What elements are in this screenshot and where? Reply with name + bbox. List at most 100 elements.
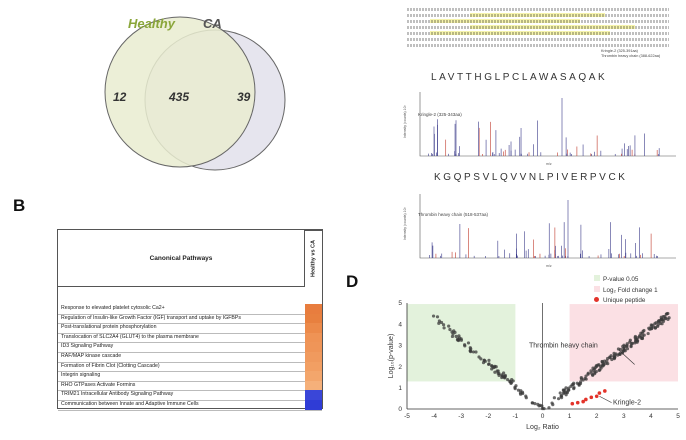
x-tick-label: 4 [649,413,653,420]
pathway-zscore-cell [305,371,322,381]
volcano-plot: -5 -4 -3 -2 -1 0 1 2 3 4 5 0 1 2 3 4 5 Log₂ Ratio Log₁₀(p-… [388,300,680,431]
volcano-point [649,327,653,331]
annotation-kringle-arrow [599,396,612,403]
annotation-thrombin-arrow [618,349,635,365]
pathway-zscore-cell [305,361,322,372]
y-axis-label: Log₁₀(p-value) [388,334,395,379]
spectrum2-peptide: KGQPSVLQVVNLPIVERPVCK [434,172,628,183]
volcano-point [516,388,521,392]
x-tick-label: -2 [485,413,491,420]
volcano-point [502,371,506,375]
pathway-zscore-cell [305,390,322,400]
pathway-row: Formation of Fibrin Clot (Clotting Casca… [58,361,322,373]
sequence-highlight [470,25,635,29]
pathway-table-header: Canonical Pathways [58,230,305,287]
volcano-point [630,341,635,345]
pathway-name: Post-translational protein phosphorylati… [61,324,157,331]
sequence-row [407,38,669,41]
venn-diagram: Healthy CA 12 435 39 [104,16,286,171]
volcano-point [474,350,478,354]
volcano-point [511,379,515,383]
venn-count-only-healthy: 12 [113,90,127,104]
volcano-point [666,317,670,322]
pathway-name: ID3 Signaling Pathway [61,343,114,350]
volcano-point [457,338,461,342]
volcano-point [513,385,517,389]
volcano-point [468,349,472,353]
pathway-name: Regulation of Insulin-like Growth Factor… [61,314,241,321]
volcano-point [538,403,542,407]
volcano-point [653,322,657,326]
spectrum-axis [419,194,676,259]
volcano-point [642,333,646,337]
x-tick-label: -3 [458,413,464,420]
pathway-zscore-cell [305,380,322,391]
spectrum1-peptide: LAVTTHGLPCLAWASAQAK [431,72,608,83]
spectrum-xlabel: m/z [546,162,552,166]
pathway-name: RHO GTPases Activate Formins [61,381,136,388]
volcano-point [563,388,567,392]
volcano-point [647,326,651,330]
volcano-point [625,347,630,351]
sequence-row [407,44,669,47]
pathway-row: Regulation of Insulin-like Growth Factor… [58,313,322,325]
volcano-point [652,325,656,329]
unique-peptide-point [597,391,602,395]
volcano-point [642,328,646,333]
volcano-point [637,335,641,339]
pathway-row: ID3 Signaling Pathway [58,342,322,353]
pathway-row: RAF/MAP kinase cascade [58,352,322,363]
volcano-point [533,402,537,406]
volcano-point [452,329,456,333]
volcano-point [496,371,500,375]
venn-circle-healthy [104,16,256,168]
volcano-point [584,377,588,381]
spectrum1-plot: Intensity (counts) 10³ m/z [403,92,676,166]
unique-peptide-point [594,394,599,399]
volcano-point [578,381,583,386]
unique-peptide-point [584,397,588,402]
pathway-row: RHO GTPases Activate Formins [58,380,322,392]
volcano-point [462,343,467,347]
volcano-point [625,342,629,346]
volcano-point [628,340,632,344]
pathway-row: Communication between Innate and Adaptiv… [58,400,322,411]
pathway-row: Response to elevated platelet cytosolic … [58,304,322,315]
pathway-row: TRIM21 Intracellular Antibody Signaling … [58,390,322,401]
volcano-point [482,358,486,362]
volcano-point [625,344,629,348]
x-tick-label: 5 [676,413,680,420]
spectrum-ylabel: Intensity (counts) 10³ [403,104,407,138]
volcano-point [471,350,476,354]
pathway-name: Communication between Innate and Adaptiv… [61,401,199,407]
pathway-zscore-cell [305,323,322,333]
volcano-point [629,344,633,349]
spectrum-xlabel: m/z [546,264,552,268]
volcano-point [503,374,507,379]
volcano-point [487,358,491,362]
volcano-point [646,331,650,336]
pathway-name: Integrin signaling [61,372,101,379]
pathway-zscore-cell [305,342,322,352]
x-tick-label: 1 [568,413,572,420]
pathway-zscore-cell [305,352,322,362]
volcano-point [542,406,546,411]
volcano-point [609,354,613,358]
volcano-point [664,312,668,316]
volcano-point [661,319,666,324]
sequence-legend-thrombin: Thrombin heavy chain (388-622aa) [601,54,661,58]
pathway-zscore-cell [305,304,322,314]
unique-peptide-point [589,395,594,400]
volcano-point [552,396,556,400]
pathway-row: Integrin signaling [58,371,322,382]
sequence-highlight [430,31,610,35]
volcano-point [658,321,662,326]
volcano-point [616,347,621,351]
volcano-point [633,341,637,345]
volcano-point [487,362,491,366]
pathway-comparison-header: Healthy vs CA [305,230,322,287]
volcano-point [479,357,483,361]
volcano-point [659,315,663,319]
pathway-zscore-cell [305,332,322,343]
x-tick-label: -4 [431,413,437,420]
